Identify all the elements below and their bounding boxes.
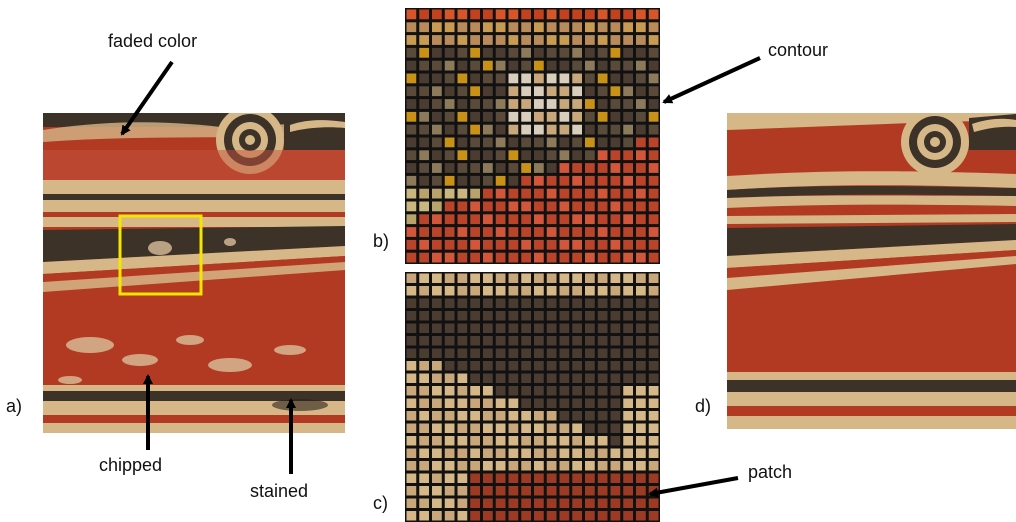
label-contour: contour [768, 40, 828, 60]
arrow-contour [662, 56, 761, 104]
stain-mark [272, 399, 328, 411]
label-chipped: chipped [99, 455, 162, 475]
panel-b-grid [405, 8, 660, 264]
arrow-faded-color [120, 60, 174, 136]
panel-a-photo [43, 113, 345, 433]
label-stained: stained [250, 481, 308, 501]
panel-label-c: c) [373, 493, 388, 513]
selection-box [118, 214, 203, 296]
panel-d-restored [727, 113, 1016, 429]
panel-label-b: b) [373, 231, 389, 251]
label-patch: patch [748, 462, 792, 482]
chipped-spots [58, 238, 306, 384]
panel-label-a: a) [6, 396, 22, 416]
swirl-ornament-d [901, 113, 1016, 176]
label-faded-color: faded color [108, 31, 197, 51]
arrow-patch [648, 476, 739, 498]
panel-label-d: d) [695, 396, 711, 416]
panel-c-grid [405, 272, 660, 522]
